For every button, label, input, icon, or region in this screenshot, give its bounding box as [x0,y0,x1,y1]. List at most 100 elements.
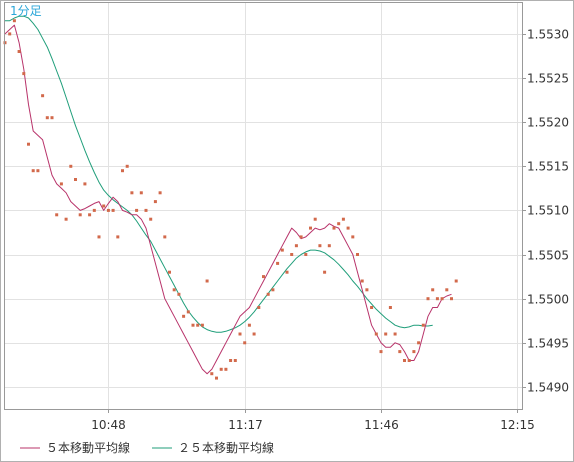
price-point [337,222,341,226]
price-point [83,182,87,186]
price-point [92,208,96,212]
price-point [398,350,402,354]
price-point [238,332,242,336]
price-point [365,288,369,292]
price-point [393,332,397,336]
price-point [379,350,383,354]
price-point [247,323,251,327]
price-point [257,306,261,309]
price-point [454,279,458,283]
price-point [172,288,176,292]
price-point [233,359,237,362]
price-point [341,217,345,221]
price-point [116,235,120,239]
price-point [219,367,223,371]
price-point [374,332,378,336]
price-point [440,297,444,301]
price-point [229,359,233,362]
price-point [149,217,153,221]
price-point [215,376,218,380]
price-point [271,288,275,292]
price-point [64,217,68,221]
price-point [388,306,392,309]
y-tick-label: 1.5520 [527,116,569,130]
ma25-line [5,15,433,333]
price-point [196,323,200,327]
price-point [17,50,21,53]
price-point [130,191,134,195]
price-point [153,200,157,204]
price-point [111,208,115,212]
price-point [31,169,35,173]
price-point [294,244,298,248]
price-point [135,208,139,212]
price-point [323,270,327,274]
price-point [59,182,63,186]
price-point [88,213,92,217]
price-point [426,297,430,301]
y-tick-label: 1.5505 [527,249,569,263]
y-tick-label: 1.5490 [527,381,569,395]
price-point [22,72,26,76]
price-point [12,19,16,23]
price-point [327,244,331,248]
price-point [285,270,289,274]
legend-ma5-label: ５本移動平均線 [46,440,130,455]
price-point [74,178,77,181]
price-point [144,208,148,212]
price-point [139,191,143,195]
price-point [125,164,129,168]
timeframe-label: 1分足 [10,4,42,18]
price-point [332,226,336,230]
y-axis-ticks: 1.5490 1.5495 1.5500 1.5505 1.5510 1.5515 1.55… [522,28,569,395]
price-point [41,94,45,98]
price-point [200,323,204,327]
price-point [177,292,181,296]
price-point [205,279,209,283]
x-tick-label: 12:15 [500,418,535,432]
price-point [417,341,421,345]
price-point [210,372,214,376]
price-point [445,288,449,292]
price-point [403,359,406,362]
legend-ma25-label: ２５本移動平均線 [178,440,274,455]
price-point [360,279,364,283]
price-point [384,332,388,336]
price-point [262,275,265,279]
price-point [106,208,110,212]
price-point [97,235,101,239]
y-tick-label: 1.5530 [527,28,569,42]
price-point [318,244,322,248]
price-points [3,19,458,380]
y-tick-label: 1.5515 [527,160,569,174]
price-point [346,226,350,230]
price-point [304,253,308,256]
price-point [69,164,73,168]
x-tick-label: 11:17 [228,418,263,432]
price-point [243,341,247,345]
price-point [186,310,190,314]
price-point [266,292,270,296]
x-axis-ticks: 10:48 11:17 11:46 12:15 [91,409,535,432]
price-point [45,116,49,120]
price-point [450,297,453,301]
legend: ５本移動平均線 ２５本移動平均線 [20,440,274,455]
price-point [252,332,256,336]
price-point [421,323,425,327]
price-point [407,359,411,362]
price-point [102,204,106,208]
price-point [280,248,284,252]
x-tick-label: 10:48 [91,418,126,432]
price-point [121,169,124,173]
ma25-line-layer [5,15,433,333]
price-point [412,350,416,354]
y-tick-label: 1.5510 [527,204,569,218]
price-point [163,235,167,239]
price-point [168,270,171,274]
plot-area-border [4,2,523,410]
price-point [313,217,317,221]
price-point [276,261,280,265]
price-point [27,142,30,146]
